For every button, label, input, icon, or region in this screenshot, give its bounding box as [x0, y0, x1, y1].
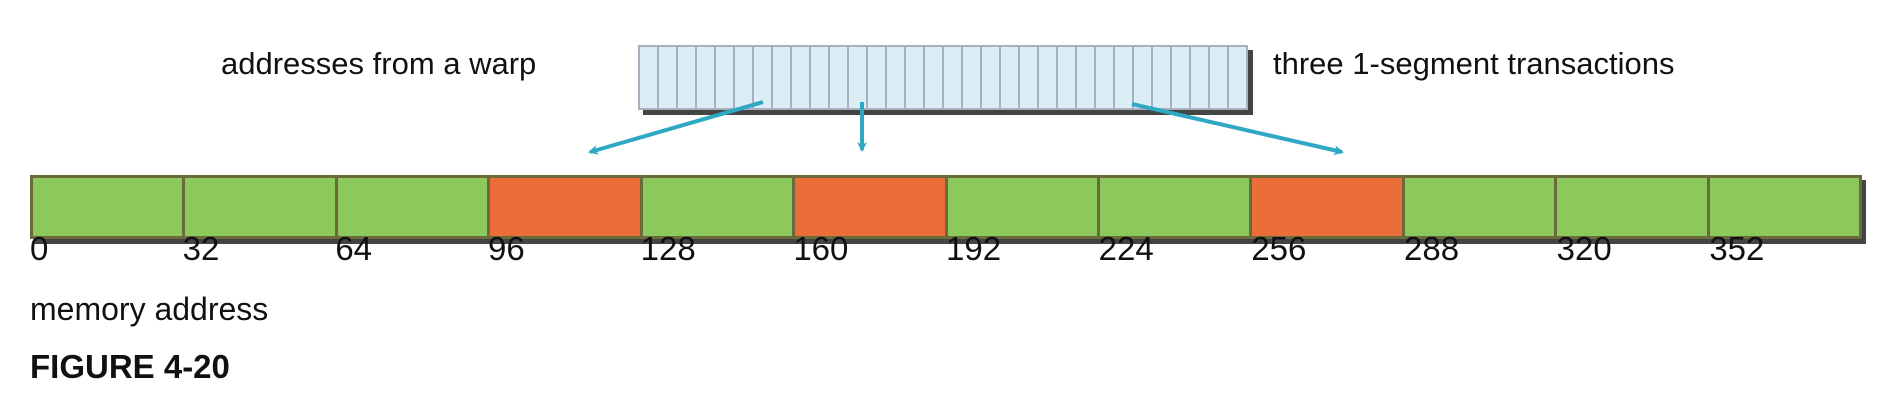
memory-segment-unused [947, 178, 1100, 236]
warp-thread-cell [773, 47, 792, 108]
warp-thread-cell [944, 47, 963, 108]
warp-thread-cell [1077, 47, 1096, 108]
warp-thread-cell [640, 47, 659, 108]
memory-segment-unused [1404, 178, 1558, 236]
tick-label: 128 [640, 230, 696, 267]
memory-segment-unused [1709, 178, 1860, 236]
arrow-right [1131, 102, 1344, 156]
warp-thread-cell [1210, 47, 1229, 108]
tick-label: 224 [1098, 230, 1154, 267]
warp-thread-cell [982, 47, 1001, 108]
warp-thread-cell [1096, 47, 1115, 108]
warp-thread-cell [1001, 47, 1020, 108]
axis-label: memory address [30, 291, 269, 327]
warp-thread-cell [678, 47, 697, 108]
warp-thread-cell [906, 47, 925, 108]
warp-thread-cell [792, 47, 811, 108]
warp-thread-cell [887, 47, 906, 108]
warp-thread-cell [868, 47, 887, 108]
memory-segment-unused [1557, 178, 1710, 236]
memory-segment-unused [1099, 178, 1253, 236]
tick-label: 32 [182, 230, 220, 267]
tick-label: 352 [1709, 230, 1765, 267]
warp-thread-cell [925, 47, 944, 108]
warp-thread-cell [735, 47, 754, 108]
figure-label: FIGURE 4-20 [30, 348, 230, 385]
arrow-left [588, 100, 764, 155]
tick-label: 96 [488, 230, 525, 267]
warp-thread-cell [716, 47, 735, 108]
warp-thread-cell [1115, 47, 1134, 108]
tick-label: 64 [335, 230, 373, 267]
tick-label: 320 [1556, 230, 1612, 267]
warp-thread-cell [1020, 47, 1039, 108]
warp-thread-cell [830, 47, 849, 108]
tick-label: 288 [1404, 230, 1460, 267]
warp-thread-cell [1039, 47, 1058, 108]
tick-label: 160 [793, 230, 849, 267]
warp-thread-cell [811, 47, 830, 108]
warp-thread-cell [754, 47, 773, 108]
warp-thread-cell [1191, 47, 1210, 108]
memory-segment-accessed [795, 178, 948, 236]
warp-addresses-box [638, 45, 1248, 110]
memory-segment-unused [337, 178, 491, 236]
warp-thread-cell [849, 47, 868, 108]
tick-label: 0 [30, 230, 49, 267]
memory-segment-unused [642, 178, 796, 236]
warp-thread-cell [1134, 47, 1153, 108]
warp-thread-cell [963, 47, 982, 108]
memory-segment-unused [185, 178, 338, 236]
transactions-label: three 1-segment transactions [1273, 46, 1675, 81]
warp-thread-cell [659, 47, 678, 108]
tick-label: 192 [946, 230, 1002, 267]
memory-segment-accessed [490, 178, 643, 236]
warp-thread-cell [1153, 47, 1172, 108]
memory-segments-bar [30, 175, 1862, 239]
memory-segment-accessed [1252, 178, 1405, 236]
memory-segment-unused [33, 178, 186, 236]
tick-label: 256 [1251, 230, 1307, 267]
warp-thread-cell [697, 47, 716, 108]
warp-label: addresses from a warp [221, 46, 537, 81]
warp-thread-cell [1172, 47, 1191, 108]
warp-thread-cell [1058, 47, 1077, 108]
